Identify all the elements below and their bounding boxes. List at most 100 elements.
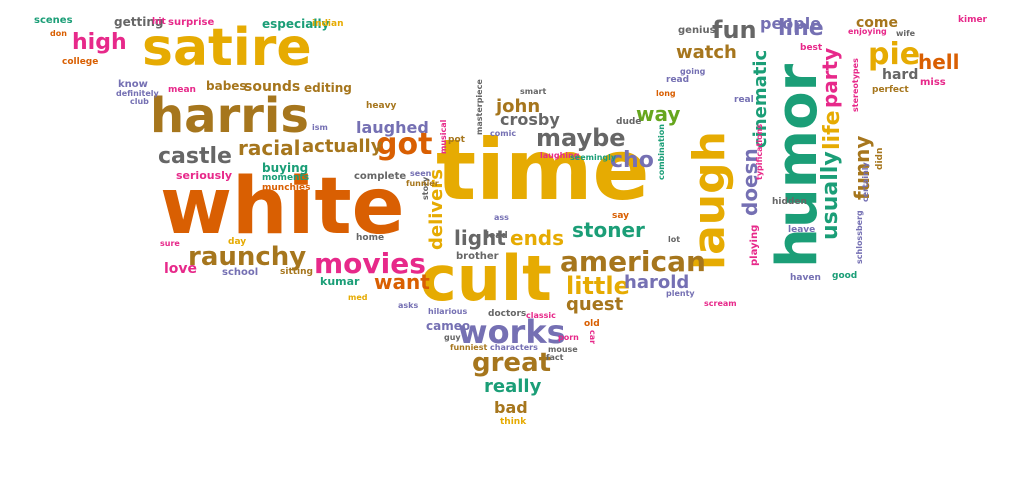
word-especially: especially bbox=[262, 17, 330, 31]
word-laughed: laughed bbox=[356, 118, 429, 137]
word-hell: hell bbox=[918, 50, 960, 74]
word-castle: castle bbox=[158, 144, 232, 169]
word-really: really bbox=[484, 376, 542, 397]
word-complete: complete bbox=[354, 171, 407, 182]
word-lot: lot bbox=[668, 235, 681, 244]
word-usually: usually bbox=[818, 151, 843, 240]
word-playing: playing bbox=[749, 224, 760, 266]
word-masterpiece: masterpiece bbox=[475, 79, 484, 135]
word-enjoying: enjoying bbox=[848, 27, 887, 36]
word-stereotypes: stereotypes bbox=[851, 58, 860, 112]
word-watch: watch bbox=[676, 42, 737, 63]
word-mouse: mouse bbox=[548, 345, 578, 354]
word-quest: quest bbox=[566, 294, 624, 315]
word-scenes: scenes bbox=[34, 15, 73, 26]
word-harold: harold bbox=[624, 272, 690, 293]
word-satire: satire bbox=[142, 18, 312, 78]
word-ends: ends bbox=[510, 226, 565, 250]
word-come: come bbox=[856, 15, 898, 31]
word-comic: comic bbox=[490, 129, 517, 138]
word-going: going bbox=[680, 67, 706, 76]
word-funniest: funniest bbox=[450, 343, 488, 352]
word-racial: racial bbox=[238, 136, 301, 160]
word-sitting: sitting bbox=[280, 267, 313, 277]
word-ism: ism bbox=[312, 123, 328, 132]
word-works: works bbox=[458, 313, 566, 351]
word-definitely: definitely bbox=[116, 89, 159, 98]
word-certainly: certainly bbox=[861, 162, 870, 202]
word-great: great bbox=[472, 348, 552, 378]
word-hilarious: hilarious bbox=[428, 307, 468, 316]
word-miss: miss bbox=[920, 77, 946, 88]
word-real: real bbox=[734, 95, 754, 105]
word-plenty: plenty bbox=[666, 289, 695, 298]
word-seemingly: seemingly bbox=[570, 153, 617, 162]
word-porn: porn bbox=[558, 333, 579, 342]
word-genius: genius bbox=[678, 25, 716, 36]
word-mean: mean bbox=[168, 85, 196, 95]
word-wife: wife bbox=[896, 29, 916, 38]
word-think: think bbox=[500, 417, 527, 427]
word-people: people bbox=[760, 14, 822, 33]
word-line: line bbox=[778, 16, 824, 41]
word-lead: lead bbox=[486, 231, 508, 241]
word-want: want bbox=[374, 270, 430, 294]
word-raunchy: raunchy bbox=[188, 242, 307, 272]
word-car: car bbox=[588, 330, 597, 345]
word-know: know bbox=[118, 79, 148, 90]
word-munchies: munchies bbox=[262, 183, 311, 193]
word-time: time bbox=[436, 121, 650, 219]
word-moments: moments bbox=[262, 173, 310, 183]
word-smart: smart bbox=[520, 87, 547, 96]
word-buying: buying bbox=[262, 161, 309, 175]
word-combination: combination bbox=[657, 124, 666, 180]
word-college: college bbox=[62, 57, 99, 67]
word-funnier: funnier bbox=[406, 179, 439, 188]
word-cameo: cameo bbox=[426, 319, 471, 333]
word-ass: ass bbox=[494, 213, 509, 222]
word-classic: classic bbox=[526, 311, 556, 320]
word-harris: harris bbox=[150, 88, 309, 144]
word-got: got bbox=[376, 127, 433, 162]
word-club: club bbox=[130, 97, 149, 106]
word-didn: didn bbox=[875, 147, 885, 170]
word-guy: guy bbox=[444, 333, 461, 342]
word-getting: getting bbox=[114, 15, 164, 29]
word-love: love bbox=[164, 261, 198, 277]
word-movies: movies bbox=[314, 247, 426, 280]
word-fact: fact bbox=[546, 353, 564, 362]
word-crosby: crosby bbox=[500, 110, 560, 129]
word-dude: dude bbox=[616, 117, 642, 127]
word-doctors: doctors bbox=[488, 309, 527, 319]
word-seen: seen bbox=[410, 169, 432, 178]
word-editing: editing bbox=[304, 81, 352, 95]
word-kimer: kimer bbox=[958, 15, 987, 25]
word-heavy: heavy bbox=[366, 101, 397, 111]
word-day: day bbox=[228, 237, 247, 247]
word-hard: hard bbox=[882, 67, 919, 83]
word-haven: haven bbox=[790, 273, 821, 283]
word-don: don bbox=[50, 29, 67, 38]
word-musical: musical bbox=[439, 119, 448, 154]
word-actually: actually bbox=[302, 136, 383, 157]
word-babes: babes bbox=[206, 79, 247, 93]
word-seriously: seriously bbox=[176, 169, 233, 182]
word-med: med bbox=[348, 293, 368, 302]
word-light: light bbox=[454, 226, 506, 250]
word-indian: indian bbox=[312, 19, 344, 29]
word-school: school bbox=[222, 267, 259, 278]
word-pie: pie bbox=[868, 37, 921, 72]
word-white: white bbox=[160, 162, 405, 252]
word-little: little bbox=[566, 272, 630, 300]
word-kumar: kumar bbox=[320, 275, 360, 288]
word-bad: bad bbox=[494, 398, 528, 417]
word-good: good bbox=[832, 271, 858, 281]
word-characters: characters bbox=[490, 343, 538, 352]
word-life: life bbox=[820, 110, 845, 150]
word-sure: sure bbox=[160, 239, 180, 248]
word-old: old bbox=[584, 319, 600, 329]
word-hidden: hidden bbox=[772, 197, 807, 207]
word-surprise: surprise bbox=[168, 17, 215, 28]
word-pot: pot bbox=[448, 135, 465, 145]
word-scream: scream bbox=[704, 299, 737, 308]
